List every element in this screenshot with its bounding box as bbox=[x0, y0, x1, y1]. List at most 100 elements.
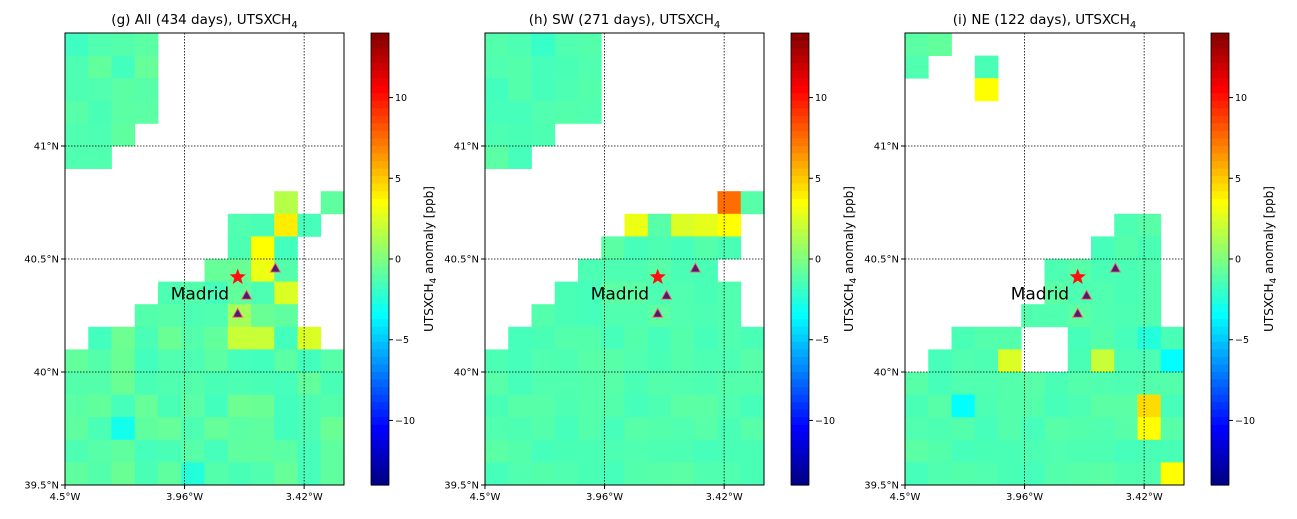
colorbar-segment bbox=[1211, 55, 1229, 64]
colorbar-segment bbox=[371, 63, 389, 72]
heatmap-cell bbox=[1114, 259, 1138, 282]
colorbar-segment bbox=[1211, 93, 1229, 102]
heatmap-cell bbox=[624, 417, 649, 441]
heatmap-cell bbox=[624, 326, 649, 350]
heatmap-cell bbox=[740, 349, 765, 373]
colorbar-segment bbox=[791, 394, 809, 403]
heatmap-cell bbox=[134, 326, 159, 350]
heatmap-cell bbox=[624, 259, 649, 282]
heatmap-cell bbox=[1067, 394, 1092, 418]
heatmap-cell bbox=[1160, 462, 1185, 486]
colorbar-segment bbox=[791, 251, 809, 260]
heatmap-cell bbox=[485, 372, 509, 395]
heatmap-cell bbox=[905, 417, 929, 441]
x-tick-label: 3.96°W bbox=[586, 492, 623, 503]
heatmap-cell bbox=[554, 55, 579, 79]
colorbar-label: UTSXCH4 anomaly [ppb] bbox=[842, 186, 859, 332]
heatmap-cell bbox=[531, 78, 556, 102]
heatmap-cell bbox=[297, 439, 322, 463]
heatmap-cell bbox=[671, 326, 695, 350]
heatmap-cell bbox=[227, 417, 252, 441]
heatmap-cell bbox=[647, 236, 672, 260]
colorbar-segment bbox=[791, 402, 809, 411]
heatmap-cell bbox=[111, 78, 136, 102]
heatmap-cell bbox=[1137, 394, 1162, 418]
heatmap-cell bbox=[998, 462, 1022, 486]
heatmap-cell bbox=[1137, 349, 1162, 373]
heatmap-cell bbox=[508, 417, 532, 441]
heatmap-cell bbox=[601, 394, 625, 418]
colorbar-segment bbox=[371, 432, 389, 441]
colorbar-segment bbox=[371, 387, 389, 396]
colorbar-segment bbox=[1211, 394, 1229, 403]
heatmap-cell bbox=[624, 281, 649, 305]
x-tick-label: 3.42°W bbox=[706, 492, 743, 503]
colorbar-segment bbox=[791, 130, 809, 140]
colorbar-segment bbox=[791, 146, 809, 155]
heatmap-cell bbox=[601, 417, 625, 441]
heatmap-cell bbox=[1160, 439, 1185, 463]
heatmap-cell bbox=[694, 326, 718, 350]
heatmap-cell bbox=[1067, 326, 1092, 350]
heatmap-cell bbox=[554, 304, 579, 328]
heatmap-cell bbox=[508, 123, 532, 147]
heatmap-cell bbox=[671, 259, 695, 282]
heatmap-cell bbox=[578, 462, 602, 486]
heatmap-cell bbox=[65, 78, 89, 102]
colorbar-segment bbox=[791, 334, 809, 343]
heatmap-cell bbox=[647, 439, 672, 463]
heatmap-cell bbox=[204, 462, 229, 486]
heatmap-cell bbox=[905, 33, 929, 56]
colorbar-segment bbox=[371, 228, 389, 237]
colorbar-segment bbox=[1211, 191, 1229, 200]
colorbar-segment bbox=[1211, 183, 1229, 192]
colorbar-segment bbox=[1211, 123, 1229, 132]
colorbar-segment bbox=[1211, 387, 1229, 396]
colorbar-tick-label: −10 bbox=[1235, 416, 1255, 427]
colorbar-segment bbox=[791, 349, 809, 358]
heatmap-cell bbox=[974, 326, 999, 350]
colorbar-label: UTSXCH4 anomaly [ppb] bbox=[422, 186, 439, 332]
colorbar-segment bbox=[791, 48, 809, 57]
y-tick-label: 39.5°N bbox=[24, 481, 59, 492]
heatmap-cell bbox=[951, 462, 976, 486]
heatmap-cell bbox=[554, 349, 579, 373]
heatmap-cell bbox=[1091, 417, 1115, 441]
heatmap-cell bbox=[508, 462, 532, 486]
heatmap-cell bbox=[111, 417, 136, 441]
heatmap-cell bbox=[181, 417, 205, 441]
heatmap-cell bbox=[508, 394, 532, 418]
heatmap-cell bbox=[647, 326, 672, 350]
heatmap-cell bbox=[717, 439, 742, 463]
heatmap-cell bbox=[694, 439, 718, 463]
colorbar-tick-label: −10 bbox=[395, 416, 415, 427]
heatmap-cell bbox=[204, 417, 229, 441]
heatmap-cell bbox=[1021, 372, 1045, 395]
heatmap-cell bbox=[624, 462, 649, 486]
heatmap-cell bbox=[111, 326, 136, 350]
colorbar-segment bbox=[371, 130, 389, 140]
heatmap-cell bbox=[297, 394, 322, 418]
heatmap-cell bbox=[928, 33, 952, 56]
colorbar-segment bbox=[1211, 63, 1229, 72]
heatmap-cell bbox=[158, 281, 182, 305]
heatmap-cell bbox=[65, 100, 89, 124]
colorbar-label-tail: anomaly [ppb] bbox=[842, 186, 856, 278]
heatmap-cell bbox=[1137, 372, 1162, 395]
heatmap-cell bbox=[531, 462, 556, 486]
heatmap-cell bbox=[671, 349, 695, 373]
colorbar-segment bbox=[791, 78, 809, 87]
colorbar-segment bbox=[371, 33, 389, 42]
colorbar-segment bbox=[791, 356, 809, 366]
heatmap-cell bbox=[671, 281, 695, 305]
heatmap-cell bbox=[158, 326, 182, 350]
colorbar-segment bbox=[791, 176, 809, 185]
heatmap-cell bbox=[485, 462, 509, 486]
colorbar-segment bbox=[1211, 213, 1229, 222]
colorbar-tick-label: −5 bbox=[815, 335, 829, 346]
colorbar-segment bbox=[371, 251, 389, 260]
colorbar-segment bbox=[371, 243, 389, 253]
heatmap-cell bbox=[554, 394, 579, 418]
colorbar-segment bbox=[371, 153, 389, 162]
heatmap-cell bbox=[274, 259, 298, 282]
